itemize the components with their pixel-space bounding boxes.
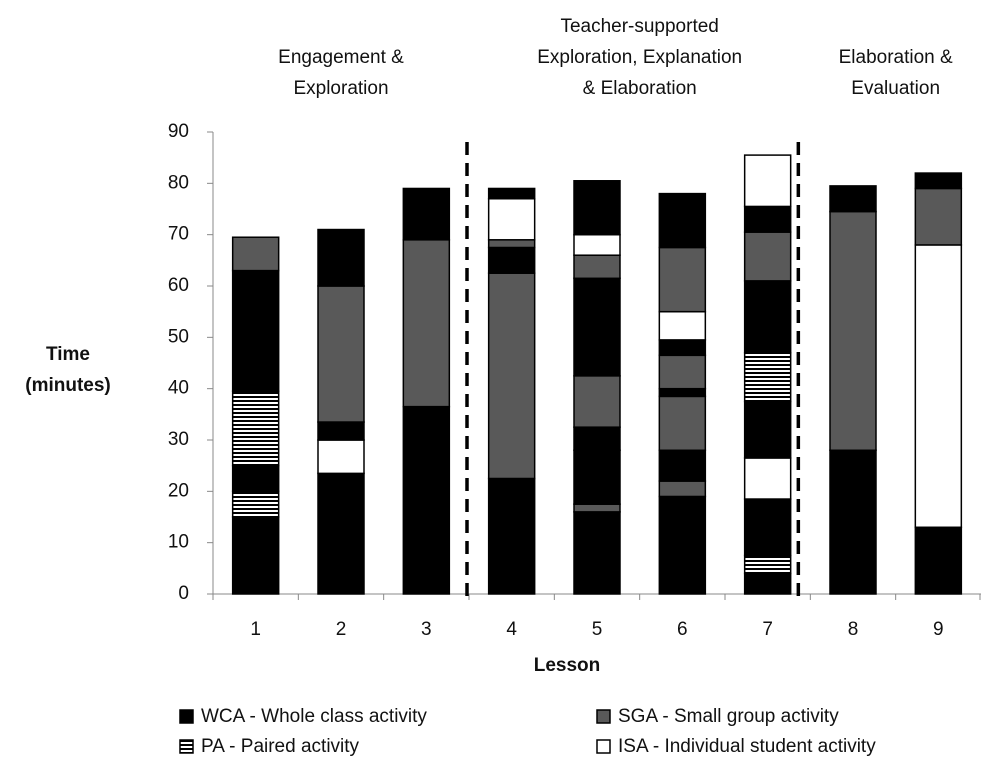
bar-segment xyxy=(573,426,621,452)
bar-segment xyxy=(658,449,707,482)
x-tick-label: 3 xyxy=(421,619,432,640)
y-tick-label: 90 xyxy=(168,121,189,142)
bar-segment xyxy=(231,516,280,595)
x-tick-label: 4 xyxy=(506,619,517,640)
legend-swatch xyxy=(179,739,194,754)
bar-segment xyxy=(573,511,621,595)
bar-segment xyxy=(743,205,792,233)
y-axis-title: (minutes) xyxy=(25,375,111,396)
bar-segment xyxy=(743,572,792,595)
legend-label: SGA - Small group activity xyxy=(618,706,839,727)
bar-segment xyxy=(317,421,365,441)
bar-segment xyxy=(231,236,280,272)
phase-label: Exploration xyxy=(293,78,388,99)
bar-segment xyxy=(658,246,707,313)
x-tick-label: 6 xyxy=(677,619,688,640)
bar-segment xyxy=(317,439,365,475)
bar-segment xyxy=(487,272,536,480)
bar-segment xyxy=(573,449,621,505)
bar-segment xyxy=(487,239,536,249)
bar-segment xyxy=(573,277,621,377)
bar-segment xyxy=(658,495,707,595)
bar-segment xyxy=(487,246,536,274)
y-tick-label: 60 xyxy=(168,275,189,296)
bar-segment xyxy=(829,185,877,213)
bar-segment xyxy=(231,464,280,493)
bar-segment xyxy=(317,472,365,595)
phase-label: Evaluation xyxy=(851,78,940,99)
bar-segment xyxy=(743,457,792,500)
phase-label: Engagement & xyxy=(278,47,404,68)
bar-segment xyxy=(573,180,621,236)
bar-segment xyxy=(487,187,536,200)
bar-segment xyxy=(231,269,280,392)
bar-segment xyxy=(914,526,963,595)
y-tick-label: 20 xyxy=(168,480,189,501)
legend-swatch xyxy=(596,709,611,724)
bar-segment xyxy=(914,172,963,190)
legend-swatch xyxy=(179,709,194,724)
bar-segment xyxy=(829,210,877,452)
bar-segment xyxy=(573,503,621,513)
legend-label: WCA - Whole class activity xyxy=(201,706,427,727)
bar-segment xyxy=(658,310,707,341)
bar-segment xyxy=(743,554,792,575)
y-tick-label: 40 xyxy=(168,378,189,399)
legend-swatch xyxy=(596,739,611,754)
y-tick-label: 50 xyxy=(168,326,189,347)
bar-segment xyxy=(231,390,280,467)
legend-label: PA - Paired activity xyxy=(201,736,360,757)
bar-segment xyxy=(231,490,280,518)
bar-segment xyxy=(658,387,707,398)
x-tick-label: 5 xyxy=(592,619,603,640)
bar-segment xyxy=(829,449,877,595)
y-tick-label: 10 xyxy=(168,532,189,553)
bar-segment xyxy=(402,187,451,241)
bar-segment xyxy=(317,285,365,423)
bar-segment xyxy=(402,405,451,595)
y-tick-label: 80 xyxy=(168,172,189,193)
phase-label: & Elaboration xyxy=(583,78,697,99)
bar-segment xyxy=(914,244,963,529)
bar-segment xyxy=(402,239,451,408)
bar-segment xyxy=(658,395,707,452)
bar-segment xyxy=(743,280,792,354)
phase-label: Teacher-supported xyxy=(560,16,718,37)
phase-label: Exploration, Explanation xyxy=(537,47,742,68)
bar-segment xyxy=(914,187,963,246)
x-axis-title: Lesson xyxy=(534,655,601,676)
bar-segment xyxy=(743,154,792,208)
x-tick-label: 2 xyxy=(336,619,347,640)
bar-segment xyxy=(573,233,621,256)
y-tick-label: 70 xyxy=(168,224,189,245)
bar-segment xyxy=(573,254,621,280)
x-tick-label: 1 xyxy=(250,619,261,640)
y-tick-label: 0 xyxy=(178,583,189,604)
x-tick-label: 7 xyxy=(762,619,773,640)
bar-segment xyxy=(743,231,792,282)
bar-segment xyxy=(743,498,792,557)
legend-label: ISA - Individual student activity xyxy=(618,736,876,757)
bar-segment xyxy=(573,375,621,428)
x-tick-label: 9 xyxy=(933,619,944,640)
phase-label: Elaboration & xyxy=(839,47,953,68)
x-tick-label: 8 xyxy=(848,619,859,640)
bar-segment xyxy=(743,400,792,459)
y-tick-label: 30 xyxy=(168,429,189,450)
bar-segment xyxy=(487,197,536,241)
bar-segment xyxy=(317,228,365,287)
bar-segment xyxy=(658,354,707,390)
y-axis-title: Time xyxy=(46,344,90,365)
bar-segment xyxy=(658,480,707,498)
bar-segment xyxy=(743,351,792,403)
bar-segment xyxy=(658,339,707,357)
bar-segment xyxy=(487,477,536,595)
bar-segment xyxy=(658,192,707,249)
